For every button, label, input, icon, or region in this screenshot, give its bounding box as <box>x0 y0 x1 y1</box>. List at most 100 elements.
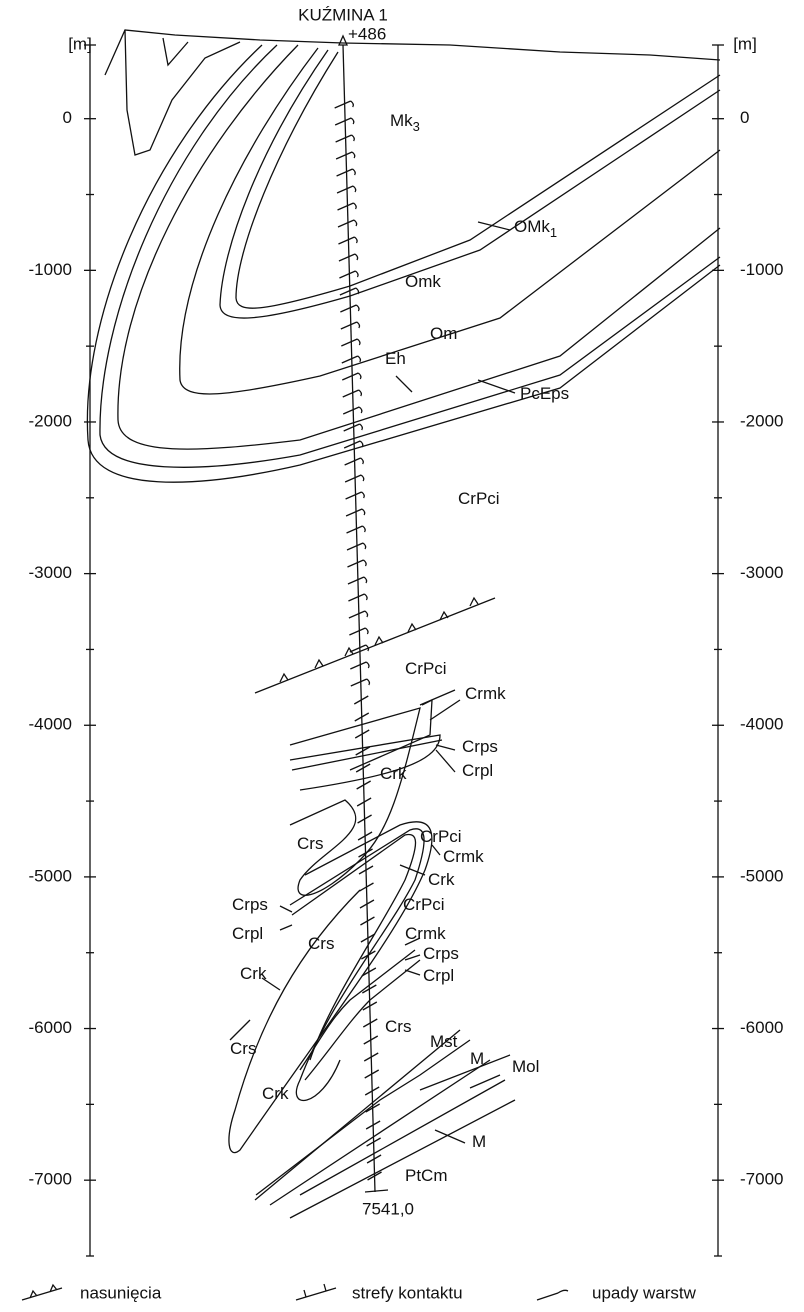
formation-label: Om <box>430 324 457 343</box>
leader-line <box>436 745 455 750</box>
formation-label: Crps <box>232 895 268 914</box>
formation-name: Crs <box>308 934 334 953</box>
formation-label: CrPci <box>403 895 445 914</box>
formation-name: Crs <box>297 834 323 853</box>
axis-unit: [m] <box>733 34 757 53</box>
formation-name: Om <box>430 324 457 343</box>
formation-name: Crps <box>462 737 498 756</box>
geologic-line <box>420 690 455 705</box>
well-path <box>343 45 375 1192</box>
formation-name: Mk <box>390 111 413 130</box>
formation-name: Crps <box>423 944 459 963</box>
formation-label: Omk <box>405 272 441 291</box>
formation-label: Crs <box>308 934 334 953</box>
formation-name: Crmk <box>443 847 484 866</box>
leader-line <box>280 925 292 930</box>
leader-line <box>430 700 460 720</box>
well-depth: 7541,0 <box>362 1199 414 1218</box>
formation-name: M <box>470 1049 484 1068</box>
geologic-line <box>255 598 495 693</box>
formation-name: Crps <box>232 895 268 914</box>
formation-name: Crpl <box>462 761 493 780</box>
tick-label: -5000 <box>740 866 783 885</box>
axis-unit: [m] <box>68 34 92 53</box>
formation-label: CrPci <box>405 659 447 678</box>
geologic-line <box>290 708 420 895</box>
formation-name: Crmk <box>465 684 506 703</box>
formation-name: Crpl <box>232 924 263 943</box>
formation-subscript: 3 <box>413 119 420 134</box>
well-bottom <box>365 1190 388 1192</box>
formation-subscript: 1 <box>550 225 557 240</box>
formation-name: Crk <box>262 1084 289 1103</box>
leader-line <box>396 376 412 392</box>
tick-label: 0 <box>63 108 72 127</box>
tick-label: -4000 <box>29 715 72 734</box>
tick-label: -6000 <box>29 1018 72 1037</box>
geologic-line <box>270 1060 490 1205</box>
formation-label: PtCm <box>405 1166 448 1185</box>
formation-name: Mst <box>430 1032 458 1051</box>
leader-line <box>436 750 455 772</box>
tick-label: -2000 <box>29 411 72 430</box>
tick-label: -7000 <box>740 1170 783 1189</box>
formation-name: CrPci <box>405 659 447 678</box>
formation-label: Crpl <box>462 761 493 780</box>
geologic-line <box>118 45 720 449</box>
legend-dip <box>537 1290 568 1300</box>
leader-line <box>478 380 515 393</box>
formation-name: PtCm <box>405 1166 448 1185</box>
formation-label: Crs <box>385 1017 411 1036</box>
formation-label: Mst <box>430 1032 458 1051</box>
tick-label: -1000 <box>740 260 783 279</box>
formation-label: Crs <box>230 1039 256 1058</box>
legend-contact <box>296 1284 336 1300</box>
geologic-line <box>300 950 415 1070</box>
formation-label: Crps <box>462 737 498 756</box>
formation-name: Mol <box>512 1057 539 1076</box>
tick-label: -3000 <box>29 563 72 582</box>
legend-label: nasunięcia <box>80 1283 162 1302</box>
well-name: KUŹMINA 1 <box>298 5 388 24</box>
geologic-line <box>220 50 720 318</box>
legend-label: upady warstw <box>592 1283 697 1302</box>
formation-label: OMk1 <box>514 217 557 240</box>
legend-thrust <box>22 1285 62 1300</box>
tick-label: -3000 <box>740 563 783 582</box>
formation-label: Crmk <box>443 847 484 866</box>
tick-label: -4000 <box>740 715 783 734</box>
leader-line <box>435 1130 465 1143</box>
formation-label: CrPci <box>458 489 500 508</box>
formation-label: Crmk <box>405 924 446 943</box>
formation-label: Crk <box>380 764 407 783</box>
geologic-line <box>163 38 188 65</box>
formation-label: Mk3 <box>390 111 420 134</box>
formation-name: CrPci <box>403 895 445 914</box>
formation-name: Crs <box>385 1017 411 1036</box>
formation-label: Crs <box>297 834 323 853</box>
leader-line <box>432 845 440 855</box>
leader-line <box>280 906 292 912</box>
formation-label: M <box>472 1132 486 1151</box>
formation-name: Crk <box>240 964 267 983</box>
formation-name: PcEps <box>520 384 569 403</box>
formation-label: Crk <box>428 870 455 889</box>
formation-label: M <box>470 1049 484 1068</box>
formation-name: Crk <box>428 870 455 889</box>
leader-line <box>478 222 510 230</box>
tick-label: -1000 <box>29 260 72 279</box>
geologic-line <box>229 822 432 1153</box>
formation-label: Crk <box>262 1084 289 1103</box>
elevation: +486 <box>348 24 386 43</box>
formation-name: Crmk <box>405 924 446 943</box>
formation-name: CrPci <box>420 827 462 846</box>
tick-label: -2000 <box>740 411 783 430</box>
cross-section: KUŹMINA 1 +486 [m] [m] 7541,0 0 -1000 -200… <box>0 0 804 1312</box>
tick-label: -6000 <box>740 1018 783 1037</box>
legend-label: strefy kontaktu <box>352 1283 463 1302</box>
formation-name: OMk <box>514 217 550 236</box>
tick-label: -5000 <box>29 866 72 885</box>
formation-label: CrPci <box>420 827 462 846</box>
formation-name: Omk <box>405 272 441 291</box>
formation-label: Crmk <box>465 684 506 703</box>
